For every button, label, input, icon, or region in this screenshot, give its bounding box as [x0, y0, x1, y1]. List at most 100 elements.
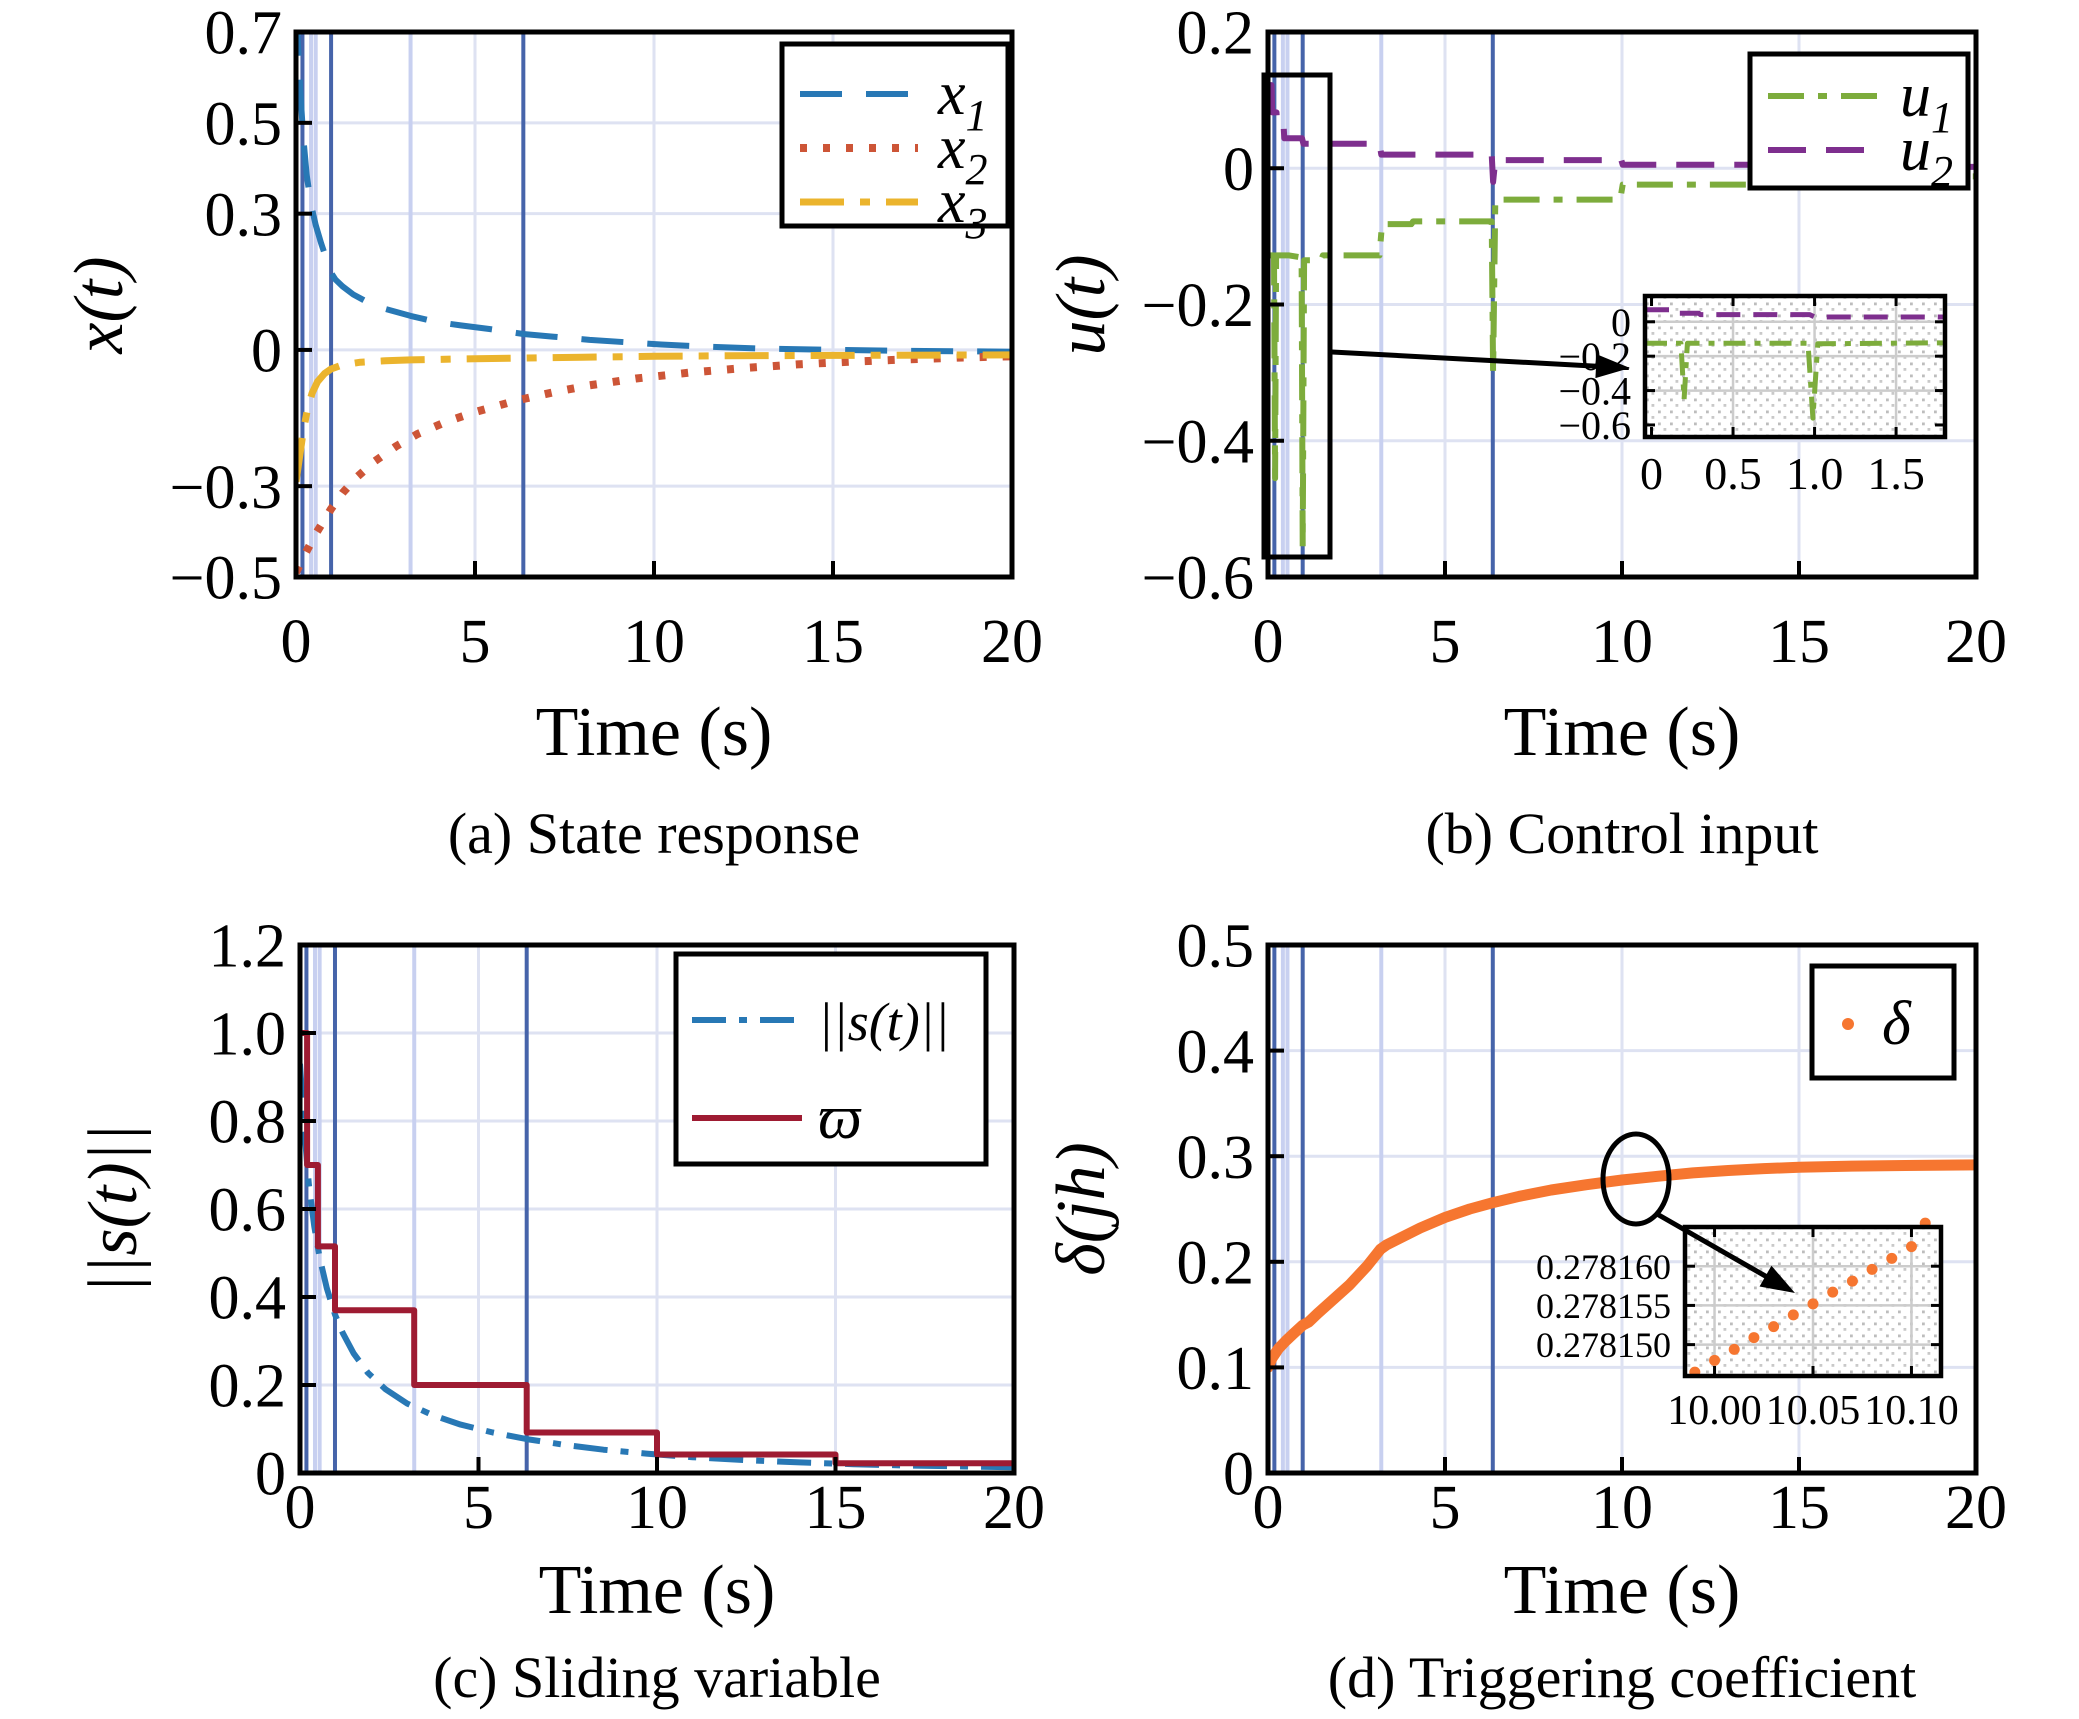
legend-label: x3 — [937, 168, 988, 248]
y-axis-label-c: ||s(t)|| — [75, 1124, 152, 1294]
caption-d: (d) Triggering coefficient — [1328, 1645, 1916, 1710]
series-x3 — [294, 351, 1013, 483]
series-delta-dots-point — [1827, 1286, 1839, 1298]
series-delta-dots-point — [1728, 1343, 1740, 1355]
y-tick-label: 0.5 — [205, 91, 283, 159]
legend-entry-delta: δ — [1842, 990, 1912, 1058]
y-tick-label: 0.7 — [205, 0, 283, 68]
caption-b: (b) Control input — [1425, 801, 1818, 866]
series-delta — [1266, 1159, 1978, 1373]
series-delta-dots-point — [1787, 1309, 1799, 1321]
series-group — [1268, 82, 1976, 550]
subplot-a: 0 5 10 15 20 0.7 0.5 0.3 0 −0.3 −0.5 Time (s) x(t) (a… — [61, 0, 1043, 866]
subplot-b-inset: 0 0.5 1.0 1.50−0.2−0.4−0.6 — [1558, 293, 1948, 499]
series-u2-zoom — [1645, 307, 1945, 320]
y-tick-label: 1.0 — [209, 1001, 287, 1069]
x-tick-label: 20 — [1945, 608, 2007, 676]
legend-entry-varpi: ϖ — [692, 1084, 862, 1152]
y-tick-label: 0.1 — [1177, 1335, 1255, 1403]
series-group — [1266, 1159, 1978, 1373]
series-u2 — [1268, 82, 1976, 185]
y-tick-label: 0.4 — [1177, 1018, 1255, 1086]
legend-box — [1747, 51, 1971, 191]
x-axis-label-d: Time (s) — [1504, 1552, 1741, 1629]
legend-sample-dot — [1842, 1018, 1854, 1030]
x-tick-label: 15 — [1768, 608, 1830, 676]
x-tick-label: 5 — [1430, 1474, 1461, 1542]
y-tick-label: −0.6 — [1558, 403, 1631, 448]
annotation-zoom-circle — [1600, 1131, 1672, 1227]
x-tick-label: 5 — [1430, 608, 1461, 676]
legend-entry-u2: u2 — [1768, 116, 1953, 196]
annotation-zoom-rect — [1261, 72, 1333, 560]
x-tick-label: 15 — [805, 1474, 867, 1542]
y-tick-label: −0.4 — [1558, 369, 1631, 414]
series-group — [298, 1030, 1015, 1471]
legend-label: u2 — [1900, 116, 1953, 196]
x-tick-label: 0 — [1640, 448, 1663, 499]
y-tick-label: 0.2 — [1177, 0, 1255, 68]
caption-a: (a) State response — [448, 801, 860, 866]
series-varpi — [300, 1030, 1014, 1467]
x-tick-label: 10.05 — [1766, 1388, 1861, 1434]
axes-spines — [1642, 293, 1948, 440]
y-tick-label: 0.8 — [209, 1089, 287, 1157]
y-tick-label: 0.2 — [209, 1353, 287, 1421]
y-tick-label: 0 — [1611, 300, 1631, 345]
legend-label: x1 — [937, 60, 988, 140]
y-tick-label: 0.6 — [209, 1177, 287, 1245]
series-delta-dots-point — [1886, 1252, 1898, 1264]
series-delta-dots-point — [1846, 1275, 1858, 1287]
y-tick-label: −0.2 — [1142, 272, 1254, 340]
legend-entry-x3: x3 — [800, 168, 988, 248]
subplot-c: 0 5 10 15 20 1.2 1.0 0.8 0.6 0.4 0.2 0 Time (s) ||s(t… — [75, 913, 1045, 1710]
y-tick-label: 0 — [255, 1441, 286, 1509]
x-tick-label: 20 — [981, 608, 1043, 676]
x-tick-label: 1.5 — [1867, 448, 1925, 499]
x-tick-label: 5 — [460, 608, 491, 676]
caption-c: (c) Sliding variable — [433, 1645, 881, 1710]
legend-box — [1809, 963, 1957, 1081]
series-s — [298, 1063, 1015, 1471]
y-tick-label: 0.5 — [1177, 913, 1255, 981]
series-delta-dots-point — [1768, 1321, 1780, 1333]
x-tick-label: 10 — [626, 1474, 688, 1542]
series-delta-dots-point — [1748, 1332, 1760, 1344]
x-tick-label: 10 — [1591, 1474, 1653, 1542]
x-tick-label: 0.5 — [1704, 448, 1762, 499]
legend-label: u1 — [1900, 62, 1953, 142]
annotation-arrow-line — [1655, 1211, 1776, 1284]
series-u1 — [1268, 173, 1976, 550]
y-tick-label: 0.278160 — [1536, 1247, 1671, 1287]
y-tick-label: 0.4 — [209, 1265, 287, 1333]
y-tick-label: −0.4 — [1142, 408, 1254, 476]
y-tick-label: −0.6 — [1142, 545, 1254, 613]
legend-label: x2 — [937, 114, 988, 194]
x-tick-label: 20 — [1945, 1474, 2007, 1542]
legend-entry-s: ||s(t)|| — [692, 992, 949, 1052]
series-delta-dots-point — [1807, 1298, 1819, 1310]
y-axis-label-d: δ(jh) — [1043, 1142, 1120, 1276]
legend-entry-x1: x1 — [800, 60, 988, 140]
series-delta-dots-point — [1866, 1263, 1878, 1275]
x-tick-label: 0 — [281, 608, 312, 676]
x-tick-label: 10 — [623, 608, 685, 676]
x-tick-label: 0 — [285, 1474, 316, 1542]
annotation-arrow-line — [1331, 349, 1607, 370]
x-axis-label-c: Time (s) — [539, 1552, 776, 1629]
inset-background — [1645, 296, 1945, 437]
y-tick-label: 0 — [1223, 1441, 1254, 1509]
y-tick-label: −0.3 — [170, 454, 282, 522]
x-tick-label: 0 — [1253, 608, 1284, 676]
x-tick-label: 10.00 — [1667, 1388, 1762, 1434]
x-axis-label-a: Time (s) — [536, 694, 773, 771]
legend-label: δ — [1882, 990, 1912, 1058]
legend-entry-x2: x2 — [800, 114, 988, 194]
series-delta-dots-point — [1709, 1354, 1721, 1366]
subplot-d: 0 5 10 15 20 0.5 0.4 0.3 0.2 0.1 0 Time (s) δ(jh) (d)… — [1043, 913, 2007, 1710]
